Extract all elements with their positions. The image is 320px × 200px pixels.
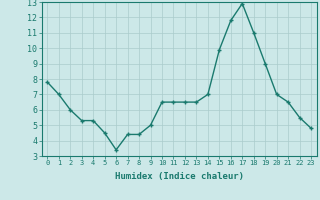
X-axis label: Humidex (Indice chaleur): Humidex (Indice chaleur) <box>115 172 244 181</box>
